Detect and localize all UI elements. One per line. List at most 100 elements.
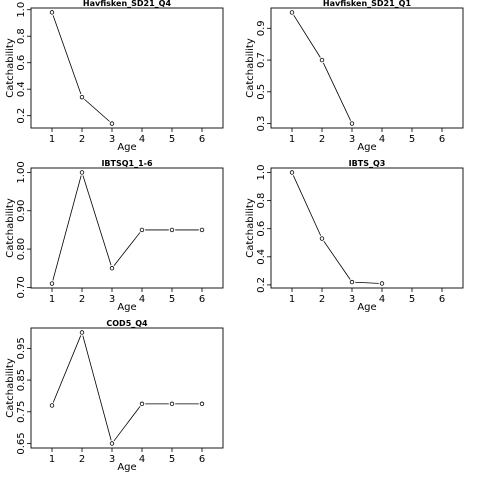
plot-frame bbox=[270, 167, 464, 289]
y-tick-label: 1.00 bbox=[16, 161, 27, 183]
y-tick-label: 0.9 bbox=[256, 20, 267, 36]
y-tick-label: 0.6 bbox=[256, 221, 267, 237]
x-tick-label: 6 bbox=[439, 294, 445, 305]
series-segment bbox=[323, 62, 351, 121]
y-tick-label: 0.65 bbox=[16, 432, 27, 454]
data-point bbox=[109, 441, 115, 446]
x-tick-label: 4 bbox=[139, 134, 145, 145]
y-tick-label: 0.80 bbox=[16, 238, 27, 260]
chart-panel-1: Havfisken_SD21_Q4 1 2 3 4 5 6 0.2 0.4 0.6 0.8 1.0 Ag… bbox=[5, 0, 224, 153]
x-tick-label: 6 bbox=[439, 134, 445, 145]
y-axis-label: Catchability bbox=[245, 38, 256, 98]
data-point bbox=[379, 281, 385, 286]
data-point bbox=[109, 121, 115, 126]
chart-title: IBTSQ1_1-6 bbox=[101, 159, 153, 168]
x-tick-label: 3 bbox=[109, 134, 115, 145]
x-tick-label: 4 bbox=[139, 294, 145, 305]
y-axis-label: Catchability bbox=[245, 198, 256, 258]
y-axis-label: Catchability bbox=[5, 38, 16, 98]
data-point bbox=[79, 170, 85, 175]
y-tick-label: 0.3 bbox=[256, 116, 267, 132]
y-tick-label: 0.90 bbox=[16, 200, 27, 222]
data-point bbox=[319, 236, 325, 241]
series-segment bbox=[82, 335, 112, 441]
plot-frame bbox=[30, 167, 224, 289]
y-tick-label: 0.6 bbox=[16, 55, 27, 71]
chart-panel-4: IBTS_Q3 1 2 3 4 5 6 0.2 0.4 0.6 0.8 1.0 Age Catchabil… bbox=[245, 159, 464, 313]
data-point bbox=[349, 121, 355, 126]
y-tick-label: 0.4 bbox=[256, 249, 267, 265]
y-axis-label: Catchability bbox=[5, 198, 16, 258]
data-point bbox=[349, 279, 355, 285]
series-segment bbox=[52, 175, 82, 281]
x-tick-label: 3 bbox=[109, 294, 115, 305]
x-tick-label: 4 bbox=[139, 454, 145, 465]
x-axis-label: Age bbox=[117, 462, 136, 473]
x-axis-label: Age bbox=[357, 142, 376, 153]
x-tick-label: 5 bbox=[169, 134, 175, 145]
x-tick-label: 4 bbox=[379, 294, 385, 305]
x-axis-label: Age bbox=[117, 302, 136, 313]
plot-frame bbox=[270, 7, 464, 129]
x-tick-label: 2 bbox=[319, 134, 325, 145]
data-point bbox=[199, 227, 205, 233]
data-point bbox=[289, 170, 295, 175]
data-point bbox=[109, 266, 115, 271]
data-point bbox=[79, 94, 85, 100]
x-tick-label: 2 bbox=[79, 294, 85, 305]
data-point bbox=[139, 401, 145, 407]
x-tick-label: 5 bbox=[409, 294, 415, 305]
x-tick-label: 6 bbox=[199, 454, 205, 465]
data-point bbox=[319, 57, 325, 63]
x-axis-label: Age bbox=[117, 142, 136, 153]
chart-title: Havfisken_SD21_Q1 bbox=[323, 0, 412, 8]
series-segment bbox=[292, 175, 322, 236]
y-tick-label: 0.95 bbox=[16, 337, 27, 359]
y-tick-label: 1.0 bbox=[16, 2, 27, 18]
data-point bbox=[169, 401, 175, 407]
series-segment bbox=[113, 406, 141, 442]
data-point bbox=[289, 10, 295, 15]
y-tick-label: 1.0 bbox=[256, 165, 267, 181]
y-tick-label: 0.2 bbox=[256, 277, 267, 293]
plot-frame bbox=[30, 7, 224, 129]
x-tick-label: 2 bbox=[319, 294, 325, 305]
x-tick-label: 6 bbox=[199, 134, 205, 145]
data-point bbox=[49, 403, 55, 408]
x-axis-label: Age bbox=[357, 302, 376, 313]
data-point bbox=[169, 227, 175, 233]
x-tick-label: 1 bbox=[49, 294, 55, 305]
y-tick-label: 0.2 bbox=[16, 108, 27, 124]
x-tick-label: 2 bbox=[79, 454, 85, 465]
plot-frame bbox=[30, 327, 224, 449]
y-tick-label: 0.70 bbox=[16, 276, 27, 298]
x-tick-label: 1 bbox=[49, 134, 55, 145]
x-tick-label: 2 bbox=[79, 134, 85, 145]
chart-panel-5: COD5_Q4 1 2 3 4 5 6 0.65 0.75 0.85 0.95 Age Catchabi… bbox=[5, 319, 224, 473]
x-tick-label: 5 bbox=[169, 454, 175, 465]
x-tick-label: 3 bbox=[349, 294, 355, 305]
data-point bbox=[139, 227, 145, 233]
series-segment bbox=[82, 175, 112, 266]
series-segment bbox=[84, 98, 110, 122]
series-segment bbox=[355, 281, 379, 284]
y-tick-label: 0.5 bbox=[256, 84, 267, 100]
series-segment bbox=[52, 335, 82, 403]
y-tick-label: 0.7 bbox=[256, 52, 267, 68]
series-segment bbox=[52, 15, 82, 95]
chart-panel-3: IBTSQ1_1-6 1 2 3 4 5 6 0.70 0.80 0.90 1.00 Age Catch… bbox=[5, 159, 224, 313]
x-tick-label: 1 bbox=[289, 134, 295, 145]
y-tick-label: 0.8 bbox=[16, 28, 27, 44]
chart-panel-2: Havfisken_SD21_Q1 1 2 3 4 5 6 0.3 0.5 0.7 0.9 Age Ca… bbox=[245, 0, 464, 153]
data-point bbox=[49, 281, 55, 286]
x-tick-label: 1 bbox=[49, 454, 55, 465]
chart-title: IBTS_Q3 bbox=[349, 159, 386, 168]
x-tick-label: 3 bbox=[109, 454, 115, 465]
data-point bbox=[79, 330, 85, 335]
y-axis-label: Catchability bbox=[5, 358, 16, 418]
series-segment bbox=[293, 14, 321, 58]
y-tick-label: 0.8 bbox=[256, 193, 267, 209]
x-tick-label: 4 bbox=[379, 134, 385, 145]
series-segment bbox=[113, 232, 141, 266]
